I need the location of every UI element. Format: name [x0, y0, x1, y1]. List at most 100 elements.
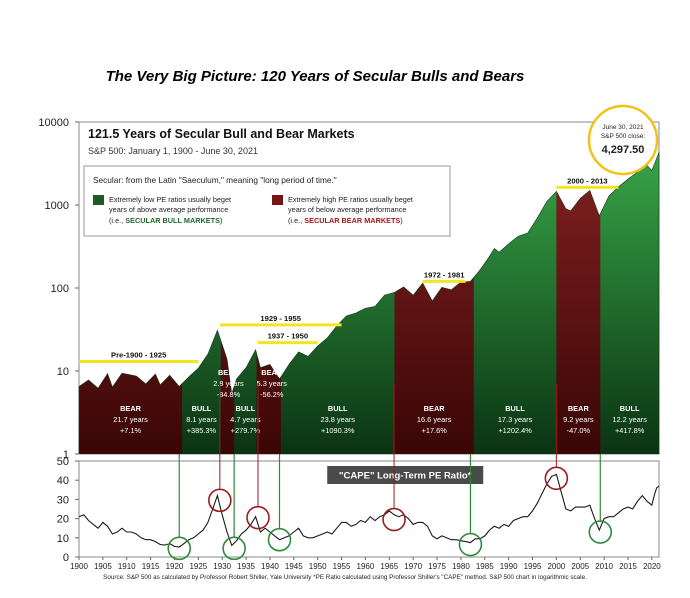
period-return-label: +1202.4%	[498, 426, 532, 435]
era-label-1: 1929 - 1955	[260, 314, 301, 323]
period-type-label: BEAR	[218, 368, 240, 377]
period-label-0: BEAR 21.7 years +7.1%	[113, 404, 148, 435]
price-ytick-label-0: 10000	[38, 117, 69, 129]
cape-ytick-label-4: 10	[57, 533, 69, 545]
cape-ytick-label-5: 0	[63, 552, 69, 564]
cape-xtick-label-14: 1970	[404, 562, 422, 571]
period-label-9: BULL 12.2 years +417.8%	[612, 404, 647, 435]
price-series-line	[78, 152, 660, 454]
price-ytick-label-2: 100	[51, 283, 69, 295]
legend-bull-strong: SECULAR BULL MARKETS	[125, 216, 220, 225]
callout-date: June 30, 2021	[602, 124, 644, 131]
legend-bull-line-1: Extremely low PE ratios usually beget	[109, 195, 231, 204]
callout-circle	[587, 104, 659, 176]
period-label-7: BULL 17.3 years +1202.4%	[498, 404, 533, 435]
legend-bull-line-2: years of above average performance	[109, 205, 228, 214]
cape-ytick-label-0: 50	[57, 456, 69, 468]
legend-bear-line-2: years of below average performance	[288, 205, 406, 214]
era-label-2: 1937 - 1950	[268, 332, 309, 341]
period-return-label: +7.1%	[120, 426, 142, 435]
cape-ytick-label-2: 30	[57, 494, 69, 506]
period-type-label: BULL	[192, 404, 212, 413]
cape-xtick-label-21: 2005	[571, 562, 589, 571]
chart-title: 121.5 Years of Secular Bull and Bear Mar…	[88, 127, 355, 141]
period-label-8: BEAR 9.2 years -47.0%	[563, 404, 594, 435]
cape-xtick-label-10: 1950	[309, 562, 327, 571]
period-years-label: 8.1 years	[186, 415, 217, 424]
cape-low-circle-4	[588, 520, 613, 544]
period-return-label: -84.8%	[217, 390, 241, 399]
period-years-label: 21.7 years	[113, 415, 148, 424]
era-label-0: Pre-1900 - 1925	[111, 351, 167, 360]
legend-box	[83, 165, 451, 237]
cape-title: "CAPE" Long-Term PE Ratio*	[339, 471, 472, 482]
cape-xtick-label-22: 2010	[595, 562, 613, 571]
period-years-label: 23.8 years	[320, 415, 355, 424]
period-years-label: 4.7 years	[230, 415, 261, 424]
cape-high-circle-0	[208, 488, 232, 513]
price-ytick-label-3: 10	[57, 366, 69, 378]
era-label-4: 2000 - 2013	[567, 176, 608, 185]
price-ytick-label-1: 1000	[45, 200, 69, 212]
legend-bear-line-1: Extremely high PE ratios usually beget	[288, 195, 413, 204]
period-years-label: 12.2 years	[612, 415, 647, 424]
cape-title-box	[327, 466, 484, 484]
period-label-3: BULL 4.7 years +279.7%	[230, 404, 261, 435]
cape-high-circle-1	[246, 505, 270, 530]
cape-xtick-label-19: 1995	[524, 562, 542, 571]
cape-xtick-label-12: 1960	[357, 562, 375, 571]
cape-xtick-label-18: 1990	[500, 562, 518, 571]
period-return-label: +1090.3%	[321, 426, 355, 435]
cape-xtick-label-9: 1945	[285, 562, 303, 571]
period-years-label: 5.3 years	[257, 379, 288, 388]
cape-xtick-label-1: 1905	[94, 562, 112, 571]
cape-high-circle-3	[544, 466, 569, 491]
period-band-bull-9	[600, 152, 659, 454]
cape-xtick-label-20: 2000	[547, 562, 565, 571]
legend-bull-line-3: (i.e., SECULAR BULL MARKETS)	[109, 216, 222, 225]
cape-ytick-label-3: 20	[57, 514, 69, 526]
cape-xtick-label-24: 2020	[643, 562, 661, 571]
cape-xtick-label-23: 2015	[619, 562, 637, 571]
period-label-1: BULL 8.1 years +385.3%	[186, 404, 217, 435]
period-label-5: BULL 23.8 years +1090.3%	[320, 404, 355, 435]
cape-low-circle-2	[267, 527, 292, 552]
period-type-label: BEAR	[120, 404, 142, 413]
period-label-6: BEAR 16.6 years +17.6%	[417, 404, 452, 435]
page-headline: The Very Big Picture: 120 Years of Secul…	[105, 68, 525, 85]
legend-bear-line-3: (i.e., SECULAR BEAR MARKETS)	[288, 216, 403, 225]
period-years-label: 2.8 years	[213, 379, 244, 388]
cape-xtick-label-3: 1915	[142, 562, 160, 571]
cape-high-circle-2	[382, 507, 406, 532]
period-years-label: 16.6 years	[417, 415, 452, 424]
callout-caption: S&P 500 close:	[601, 133, 646, 140]
period-type-label: BEAR	[568, 404, 590, 413]
price-ytick-label-4: 1	[63, 449, 69, 461]
cape-xtick-label-8: 1940	[261, 562, 279, 571]
cape-low-circle-1	[222, 536, 246, 561]
cape-xtick-label-0: 1900	[70, 562, 88, 571]
legend-bull-swatch	[93, 195, 104, 205]
legend-note: Secular: from the Latin "Saeculum," mean…	[93, 175, 337, 185]
period-return-label: +385.3%	[187, 426, 217, 435]
cape-xtick-label-13: 1965	[380, 562, 398, 571]
period-return-label: +279.7%	[231, 426, 261, 435]
cape-low-circle-3	[458, 532, 483, 557]
cape-xtick-label-17: 1985	[476, 562, 494, 571]
period-type-label: BEAR	[261, 368, 283, 377]
period-years-label: 9.2 years	[563, 415, 594, 424]
era-label-3: 1972 - 1981	[424, 270, 465, 279]
cape-xtick-label-4: 1920	[166, 562, 184, 571]
period-label-4: BEAR 5.3 years -56.2%	[257, 368, 288, 399]
period-years-label: 17.3 years	[498, 415, 533, 424]
callout-value: 4,297.50	[602, 144, 645, 156]
period-type-label: BULL	[236, 404, 256, 413]
cape-xtick-label-16: 1980	[452, 562, 470, 571]
period-label-2: BEAR 2.8 years -84.8%	[213, 368, 244, 399]
cape-xtick-label-7: 1935	[237, 562, 255, 571]
period-type-label: BULL	[328, 404, 348, 413]
period-return-label: -56.2%	[260, 390, 284, 399]
cape-xtick-label-15: 1975	[428, 562, 446, 571]
legend-bear-strong: SECULAR BEAR MARKETS	[304, 216, 400, 225]
